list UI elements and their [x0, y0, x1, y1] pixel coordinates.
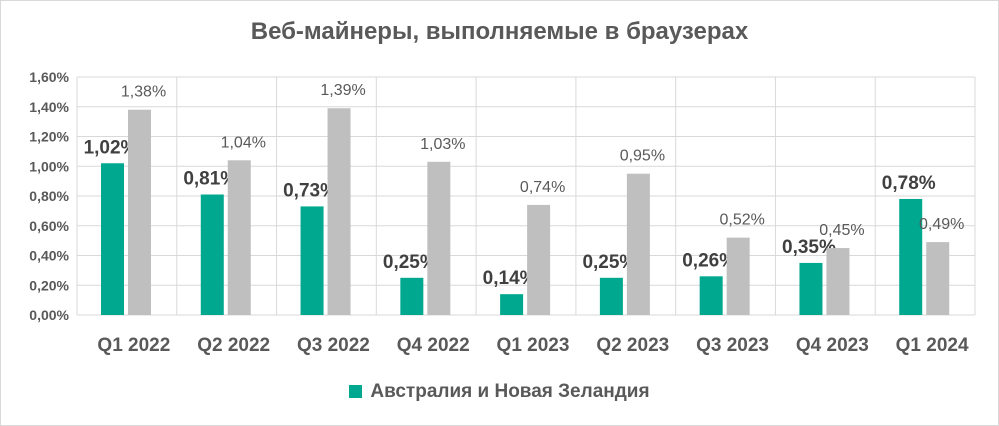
data-label-series-1: 0,25%	[383, 252, 437, 273]
data-label-series-2: 1,39%	[320, 82, 365, 99]
bar-series-1	[799, 262, 823, 315]
y-tick-label: 0,60%	[29, 218, 69, 234]
data-label-series-1: 0,35%	[782, 237, 836, 258]
data-label-series-2: 0,74%	[520, 179, 565, 196]
x-tick-label: Q1 2022	[97, 335, 170, 356]
data-label-series-2: 1,38%	[121, 84, 166, 101]
y-tick-label: 0,40%	[29, 248, 69, 264]
bar-series-2	[227, 160, 251, 315]
data-label-series-1: 0,81%	[183, 169, 237, 190]
data-label-series-2: 0,95%	[620, 148, 665, 165]
data-label-series-1: 0,26%	[682, 250, 736, 271]
legend: Австралия и Новая Зеландия	[0, 381, 999, 403]
legend-swatch-series-1	[349, 385, 363, 398]
legend-label-series-1: Австралия и Новая Зеландия	[370, 381, 650, 402]
data-label-series-1: 0,14%	[483, 268, 537, 289]
bar-series-2	[826, 248, 850, 315]
bar-series-2	[427, 161, 451, 315]
y-tick-label: 1,20%	[29, 129, 69, 145]
bar-series-2	[926, 242, 950, 315]
x-tick-label: Q4 2022	[397, 335, 470, 356]
data-label-series-1: 0,78%	[882, 173, 936, 194]
data-label-series-2: 0,45%	[819, 222, 864, 239]
y-tick-label: 0,00%	[29, 307, 69, 323]
bar-series-1	[899, 198, 923, 315]
bar-series-1	[400, 277, 424, 315]
y-tick-label: 1,60%	[29, 69, 69, 85]
bar-series-1	[599, 277, 623, 315]
bar-series-2	[527, 204, 551, 315]
x-tick-label: Q4 2023	[796, 335, 869, 356]
bar-series-2	[128, 109, 151, 315]
bar-series-1	[300, 206, 324, 315]
data-label-series-2: 1,03%	[420, 136, 465, 153]
bar-series-1	[500, 294, 524, 315]
y-tick-label: 1,00%	[29, 158, 69, 174]
data-label-series-1: 1,02%	[84, 137, 138, 158]
data-label-series-1: 0,25%	[582, 252, 636, 273]
x-tick-label: Q1 2023	[497, 335, 570, 356]
data-label-series-2: 0,49%	[919, 216, 964, 233]
x-tick-label: Q3 2023	[696, 335, 769, 356]
x-tick-label: Q2 2023	[596, 335, 669, 356]
x-tick-label: Q2 2022	[197, 335, 270, 356]
bar-series-1	[101, 163, 124, 315]
x-tick-label: Q1 2024	[896, 335, 969, 356]
x-tick-label: Q3 2022	[297, 335, 370, 356]
chart-title: Веб-майнеры, выполняемые в браузерах	[250, 18, 749, 45]
bar-series-2	[726, 237, 750, 315]
data-label-series-2: 1,04%	[221, 134, 266, 151]
y-tick-label: 0,80%	[29, 188, 69, 204]
bar-series-2	[626, 173, 650, 315]
y-tick-label: 0,20%	[29, 277, 69, 293]
data-label-series-2: 0,52%	[719, 212, 764, 229]
bar-series-1	[699, 276, 723, 315]
bar-series-2	[327, 108, 351, 315]
bar-series-1	[200, 194, 224, 315]
y-tick-label: 1,40%	[29, 99, 69, 115]
data-label-series-1: 0,73%	[283, 180, 337, 201]
